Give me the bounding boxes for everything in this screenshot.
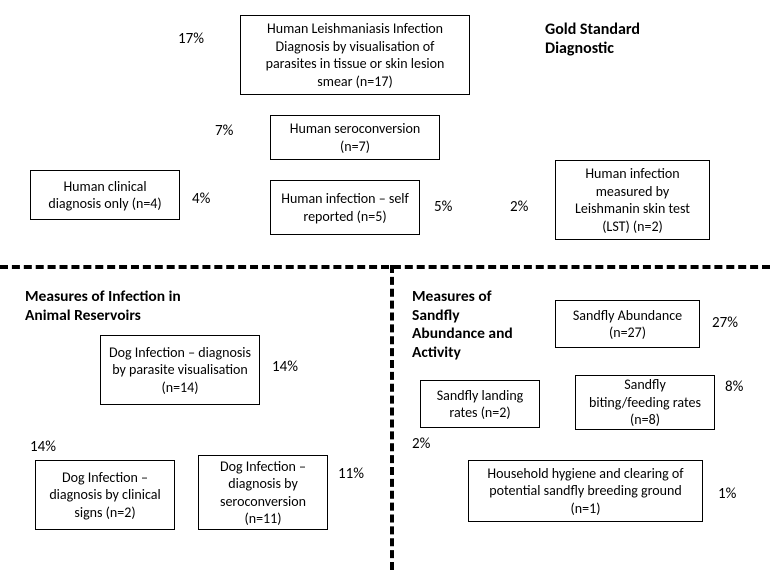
box-leish-dx: Human Leishmaniasis Infection Diagnosis …: [240, 15, 470, 95]
box-lst-text: Human infection measured by Leishmanin s…: [564, 165, 701, 235]
box-dog-clin: Dog Infection – diagnosis by clinical si…: [35, 460, 175, 530]
pct-selfrep: 5%: [434, 198, 452, 216]
dashed-divider-horizontal: [0, 265, 770, 269]
box-serocon-text: Human seroconversion (n=7): [279, 120, 431, 155]
box-landing-text: Sandfly landing rates (n=2): [429, 387, 531, 422]
box-abund-text: Sandfly Abundance (n=27): [564, 307, 691, 342]
box-clinical: Human clinical diagnosis only (n=4): [30, 170, 180, 220]
diagram-canvas: Gold Standard Diagnostic Human Leishmani…: [0, 0, 770, 570]
box-selfrep-text: Human infection – self reported (n=5): [279, 190, 411, 225]
pct-dog-sero: 11%: [338, 465, 364, 483]
box-lst: Human infection measured by Leishmanin s…: [555, 160, 710, 240]
box-selfrep: Human infection – self reported (n=5): [270, 180, 420, 235]
dashed-divider-vertical: [390, 265, 394, 570]
pct-dog-clin: 14%: [30, 438, 56, 456]
box-biting-text: Sandfly biting/feeding rates (n=8): [584, 376, 706, 429]
pct-landing: 2%: [412, 435, 430, 453]
pct-lst: 2%: [510, 198, 528, 216]
box-dog-para-text: Dog Infection – diagnosis by parasite vi…: [109, 344, 251, 397]
pct-dog-para: 14%: [272, 358, 298, 376]
pct-biting: 8%: [725, 378, 743, 396]
box-landing: Sandfly landing rates (n=2): [420, 380, 540, 428]
box-dog-sero: Dog Infection – diagnosis by seroconvers…: [198, 455, 328, 530]
pct-serocon: 7%: [215, 122, 233, 140]
box-serocon: Human seroconversion (n=7): [270, 115, 440, 160]
box-clinical-text: Human clinical diagnosis only (n=4): [39, 178, 171, 213]
box-biting: Sandfly biting/feeding rates (n=8): [575, 375, 715, 430]
box-dog-clin-text: Dog Infection – diagnosis by clinical si…: [44, 469, 166, 522]
box-hygiene-text: Household hygiene and clearing of potent…: [477, 465, 694, 518]
pct-leish-dx: 17%: [178, 30, 204, 48]
section-title-top: Gold Standard Diagnostic: [545, 20, 665, 58]
box-hygiene: Household hygiene and clearing of potent…: [468, 460, 703, 522]
box-abund: Sandfly Abundance (n=27): [555, 300, 700, 348]
section-title-bottom-right: Measures of Sandfly Abundance and Activi…: [412, 288, 522, 362]
box-leish-dx-text: Human Leishmaniasis Infection Diagnosis …: [249, 20, 461, 90]
pct-abund: 27%: [712, 314, 738, 332]
pct-hygiene: 1%: [718, 485, 736, 503]
pct-clinical: 4%: [192, 190, 210, 208]
section-title-bottom-left: Measures of Infection in Animal Reservoi…: [25, 288, 205, 325]
box-dog-sero-text: Dog Infection – diagnosis by seroconvers…: [207, 458, 319, 528]
box-dog-para: Dog Infection – diagnosis by parasite vi…: [100, 335, 260, 405]
